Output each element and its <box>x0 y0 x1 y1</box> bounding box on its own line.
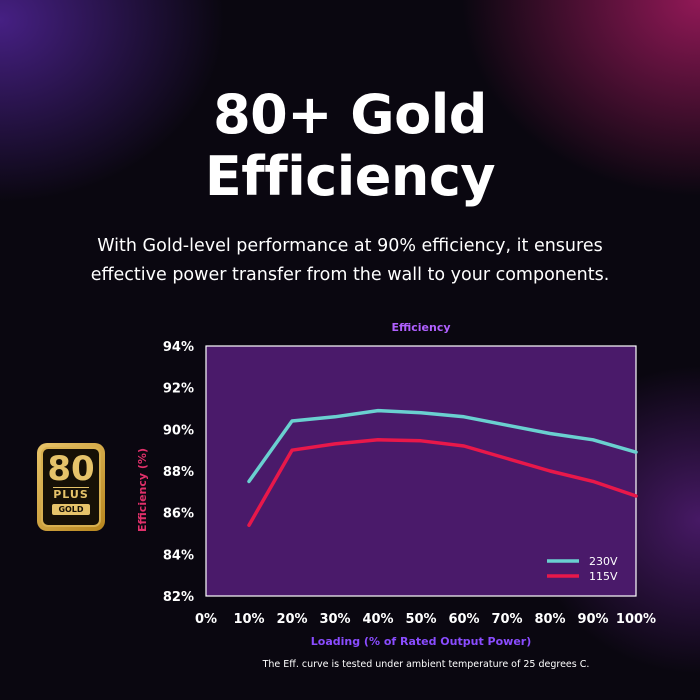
x-tick-label: 0% <box>195 612 217 627</box>
x-axis-label: Loading (% of Rated Output Power) <box>311 635 531 648</box>
subtitle: With Gold-level performance at 90% effic… <box>0 232 700 290</box>
chart-title: Efficiency <box>391 321 450 334</box>
x-tick-label: 20% <box>276 612 307 627</box>
badge-plus-label: PLUS <box>53 487 89 501</box>
x-tick-label: 50% <box>405 612 436 627</box>
y-axis-label: Efficiency (%) <box>136 448 149 532</box>
series-line-230v <box>247 408 638 484</box>
series-line-115v <box>247 438 638 527</box>
x-tick-label: 60% <box>448 612 479 627</box>
x-tick-label: 10% <box>233 612 264 627</box>
headline-line-2: Efficiency <box>204 145 496 208</box>
badge-tier-label: GOLD <box>52 504 90 515</box>
headline-line-1: 80+ Gold <box>213 83 487 146</box>
x-tick-label: 100% <box>616 612 656 627</box>
legend-label: 115V <box>589 570 618 583</box>
y-tick-label: 86% <box>163 507 194 522</box>
x-axis-ticks: 0% 10% 20% 30% 40% 50% 60% 70% 80% 90% 100% <box>195 612 656 627</box>
y-axis-ticks: 82% 84% 86% 88% 90% 92% 94% <box>163 340 194 605</box>
plot-area <box>206 346 636 596</box>
legend-label: 230V <box>589 555 618 568</box>
x-tick-label: 90% <box>577 612 608 627</box>
x-tick-label: 80% <box>534 612 565 627</box>
x-tick-label: 30% <box>319 612 350 627</box>
legend: 230V 115V <box>547 555 618 583</box>
y-tick-label: 90% <box>163 423 194 438</box>
plot-frame <box>205 345 637 597</box>
x-tick-label: 40% <box>362 612 393 627</box>
y-tick-label: 88% <box>163 465 194 480</box>
80-plus-gold-badge: 80 PLUS GOLD <box>37 443 105 531</box>
y-tick-label: 94% <box>163 340 194 355</box>
y-tick-label: 92% <box>163 382 194 397</box>
plot-border <box>205 345 637 597</box>
badge-inner: 80 PLUS GOLD <box>41 447 101 527</box>
y-tick-label: 82% <box>163 590 194 605</box>
y-tick-label: 84% <box>163 548 194 563</box>
subtitle-line-2: effective power transfer from the wall t… <box>90 265 610 285</box>
headline: 80+ Gold Efficiency <box>0 84 700 208</box>
badge-number: 80 <box>47 449 95 489</box>
x-tick-label: 70% <box>491 612 522 627</box>
subtitle-line-1: With Gold-level performance at 90% effic… <box>97 236 603 256</box>
footnote: The Eff. curve is tested under ambient t… <box>262 659 590 670</box>
series-lines <box>247 408 638 527</box>
